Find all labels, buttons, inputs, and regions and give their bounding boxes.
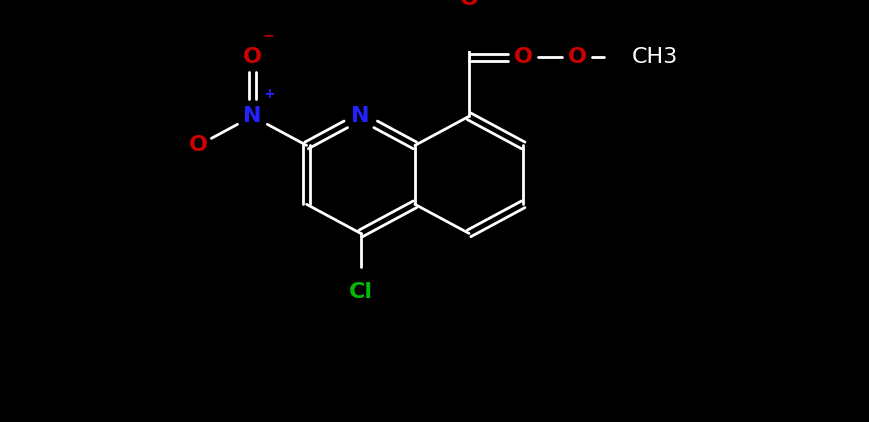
- Text: O: O: [460, 0, 479, 8]
- Text: O: O: [189, 135, 208, 155]
- Text: O: O: [514, 47, 533, 68]
- Text: +: +: [264, 87, 275, 101]
- Text: −: −: [262, 29, 275, 43]
- Text: Cl: Cl: [348, 282, 373, 302]
- Text: N: N: [243, 106, 262, 126]
- Text: N: N: [351, 106, 370, 126]
- Text: O: O: [567, 47, 587, 68]
- Text: O: O: [243, 47, 262, 68]
- Text: CH3: CH3: [632, 47, 678, 68]
